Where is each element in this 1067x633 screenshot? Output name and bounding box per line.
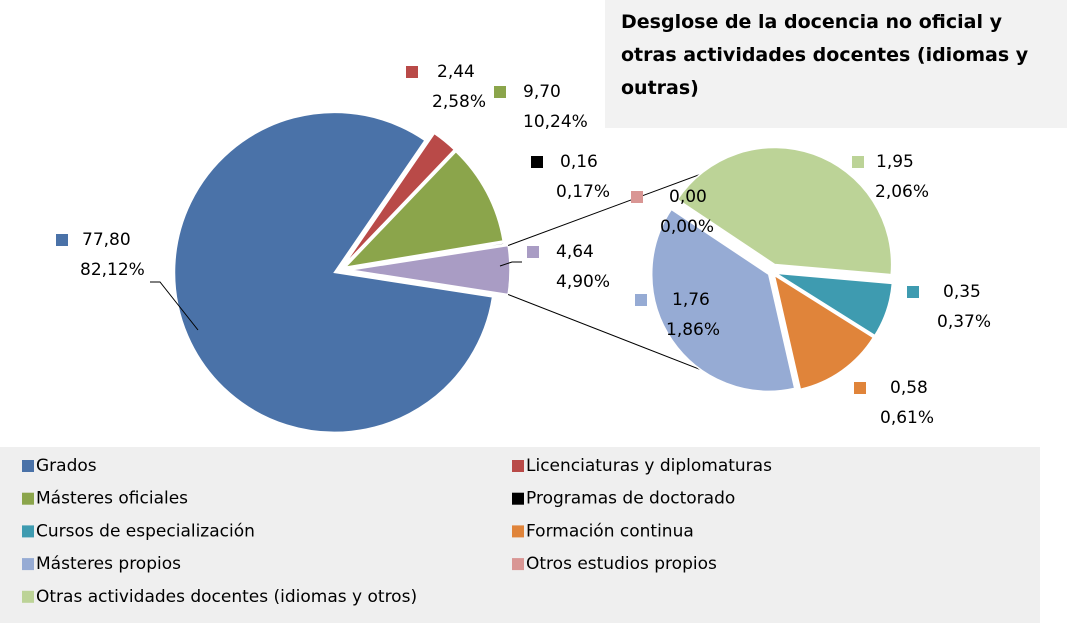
percent-label: 0,37% <box>937 312 991 332</box>
chart-title: Desglose de la docencia no oficial y otr… <box>605 0 1067 128</box>
pie-slice <box>650 208 796 393</box>
pie-slice <box>345 241 505 270</box>
pie-slice <box>343 132 456 266</box>
percent-label: 1,86% <box>666 320 720 340</box>
label-swatch <box>494 86 506 98</box>
legend-swatch <box>512 460 524 472</box>
value-label: 9,70 <box>523 82 561 102</box>
percent-label: 2,06% <box>875 182 929 202</box>
pie-slice <box>773 273 875 391</box>
percent-label: 4,90% <box>556 272 610 292</box>
value-label: 4,64 <box>556 242 594 262</box>
legend-label: Másteres propios <box>36 554 181 574</box>
leader-line <box>499 261 522 267</box>
value-label: 0,00 <box>669 187 707 207</box>
legend-swatch <box>22 492 34 505</box>
pie-slice <box>349 244 511 296</box>
legend-swatch <box>22 460 34 472</box>
percent-label: 0,61% <box>880 408 934 428</box>
percent-label: 2,58% <box>432 92 486 112</box>
pie-slice <box>775 272 894 337</box>
pie-slice <box>670 204 770 271</box>
label-swatch <box>56 234 68 246</box>
value-label: 0,58 <box>890 378 928 398</box>
legend-label: Másteres oficiales <box>36 489 188 509</box>
label-swatch <box>531 156 543 168</box>
percent-label: 10,24% <box>523 112 588 132</box>
legend-label: Licenciaturas y diplomaturas <box>526 456 772 476</box>
label-swatch <box>852 156 864 168</box>
value-label: 77,80 <box>82 230 131 250</box>
connector-line <box>507 294 727 381</box>
value-label: 1,76 <box>672 290 710 310</box>
legend-swatch <box>22 525 34 538</box>
pie-slice <box>343 150 505 269</box>
label-swatch <box>631 191 643 203</box>
pie-slice <box>676 146 893 276</box>
legend-label: Otras actividades docentes (idiomas y ot… <box>36 587 417 607</box>
legend-swatch <box>512 525 524 538</box>
legend-label: Cursos de especialización <box>36 521 255 541</box>
legend-label: Formación continua <box>526 521 694 541</box>
percent-label: 0,00% <box>660 217 714 237</box>
label-swatch <box>907 286 919 298</box>
label-swatch <box>406 66 418 78</box>
legend-swatch <box>512 492 524 505</box>
label-swatch <box>854 382 866 394</box>
legend-label: Grados <box>36 456 97 476</box>
value-label: 0,35 <box>943 282 981 302</box>
label-swatch <box>527 246 539 258</box>
legend-label: Otros estudios propios <box>526 554 717 574</box>
legend-label: Programas de doctorado <box>526 489 735 509</box>
label-swatch <box>635 294 647 306</box>
value-label: 2,44 <box>437 62 475 82</box>
legend-swatch <box>22 590 34 603</box>
legend-swatch <box>512 558 524 571</box>
legend-swatch <box>22 558 34 571</box>
pie-slice <box>173 111 494 434</box>
percent-label: 82,12% <box>80 260 145 280</box>
leader-line <box>150 281 199 331</box>
percent-label: 0,17% <box>556 182 610 202</box>
value-label: 0,16 <box>560 152 598 172</box>
value-label: 1,95 <box>876 152 914 172</box>
